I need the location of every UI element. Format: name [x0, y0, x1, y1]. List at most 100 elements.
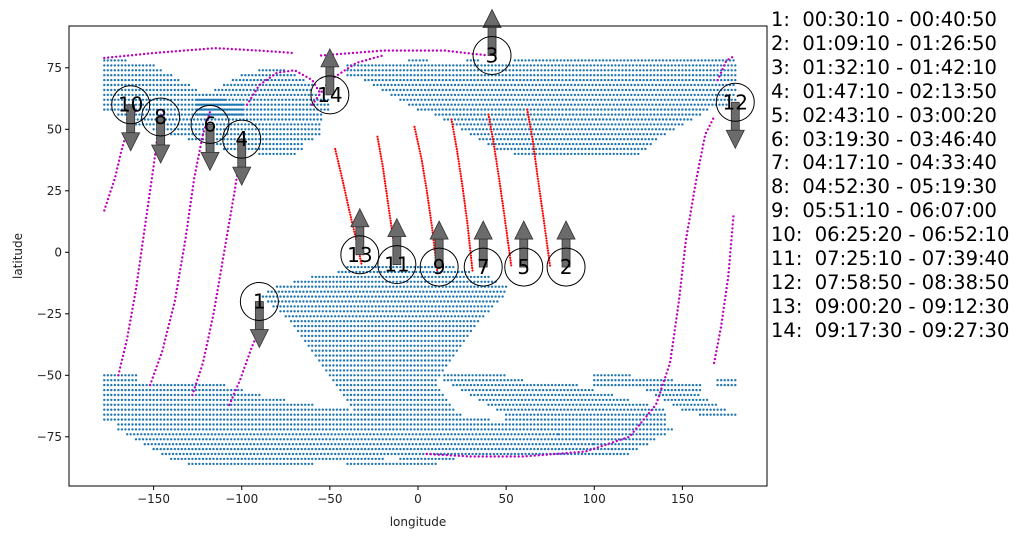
- land-point: [346, 413, 349, 416]
- land-point: [363, 374, 367, 377]
- land-point: [568, 413, 571, 416]
- land-point: [399, 265, 402, 269]
- land-point: [536, 78, 540, 82]
- land-point: [275, 285, 279, 288]
- land-point: [230, 408, 233, 411]
- land-point: [552, 128, 555, 131]
- land-point: [346, 408, 349, 411]
- land-point: [166, 128, 169, 131]
- land-point: [714, 59, 718, 62]
- land-point: [443, 103, 446, 106]
- land-point: [445, 398, 448, 402]
- land-point: [534, 147, 538, 151]
- land-point: [258, 69, 261, 72]
- land-point: [670, 78, 673, 82]
- land-point: [504, 88, 508, 92]
- land-point: [718, 59, 721, 62]
- land-point: [653, 388, 656, 392]
- land-point: [725, 93, 728, 97]
- land-point: [711, 93, 714, 97]
- land-point: [704, 83, 707, 87]
- land-point: [438, 334, 441, 338]
- land-point: [385, 349, 388, 352]
- land-point: [145, 123, 148, 126]
- land-point: [381, 329, 384, 333]
- land-point: [434, 379, 437, 382]
- land-point: [580, 59, 584, 62]
- land-point: [445, 310, 448, 313]
- land-point: [388, 295, 391, 298]
- land-point: [621, 418, 624, 421]
- land-point: [582, 133, 585, 136]
- land-point: [679, 103, 682, 106]
- land-point: [385, 329, 388, 333]
- land-point: [610, 74, 614, 77]
- land-point: [497, 98, 501, 102]
- land-point: [339, 374, 342, 377]
- land-point: [159, 398, 162, 402]
- land-point: [570, 398, 573, 402]
- land-point: [411, 270, 414, 274]
- land-point: [575, 74, 578, 77]
- land-point: [469, 108, 473, 111]
- land-point: [638, 108, 642, 111]
- land-point: [441, 64, 444, 67]
- land-point: [543, 69, 547, 72]
- land-point: [453, 379, 457, 382]
- land-point: [237, 408, 240, 411]
- land-point: [318, 418, 321, 421]
- land-point: [413, 354, 416, 357]
- land-point: [274, 118, 277, 121]
- land-point: [205, 93, 208, 97]
- land-point: [314, 334, 317, 338]
- land-point: [497, 123, 501, 126]
- land-point: [277, 118, 280, 121]
- land-point: [374, 418, 377, 421]
- land-point: [497, 383, 501, 387]
- land-point: [311, 128, 314, 131]
- land-point: [466, 295, 469, 298]
- land-point: [690, 103, 693, 106]
- land-point: [120, 83, 124, 87]
- land-point: [367, 379, 370, 382]
- land-point: [381, 74, 384, 77]
- land-point: [208, 393, 212, 397]
- land-point: [623, 152, 626, 156]
- land-point: [233, 418, 236, 421]
- land-point: [679, 393, 682, 397]
- land-point: [697, 393, 700, 397]
- land-point: [438, 344, 441, 347]
- land-point: [117, 59, 120, 62]
- land-point: [360, 324, 363, 328]
- land-point: [503, 138, 506, 141]
- land-point: [233, 93, 236, 97]
- land-point: [367, 413, 370, 416]
- land-point: [124, 403, 127, 406]
- land-point: [496, 83, 499, 87]
- land-point: [353, 320, 356, 323]
- land-point: [286, 147, 289, 151]
- land-point: [385, 423, 388, 426]
- land-point: [439, 300, 443, 303]
- land-point: [392, 418, 395, 421]
- land-point: [483, 123, 487, 126]
- land-point: [374, 354, 377, 357]
- land-point: [452, 108, 455, 111]
- land-point: [695, 78, 698, 82]
- land-point: [332, 285, 335, 288]
- land-point: [117, 383, 120, 387]
- land-point: [519, 78, 522, 82]
- land-point: [591, 408, 594, 411]
- land-point: [467, 315, 471, 318]
- land-point: [344, 315, 347, 318]
- land-point: [434, 74, 437, 77]
- land-point: [131, 64, 134, 67]
- land-point: [184, 393, 187, 397]
- land-point: [642, 413, 645, 416]
- land-point: [103, 379, 106, 382]
- land-point: [372, 270, 376, 274]
- land-point: [238, 78, 242, 82]
- land-point: [170, 418, 173, 421]
- land-point: [420, 88, 423, 92]
- land-point: [277, 103, 280, 106]
